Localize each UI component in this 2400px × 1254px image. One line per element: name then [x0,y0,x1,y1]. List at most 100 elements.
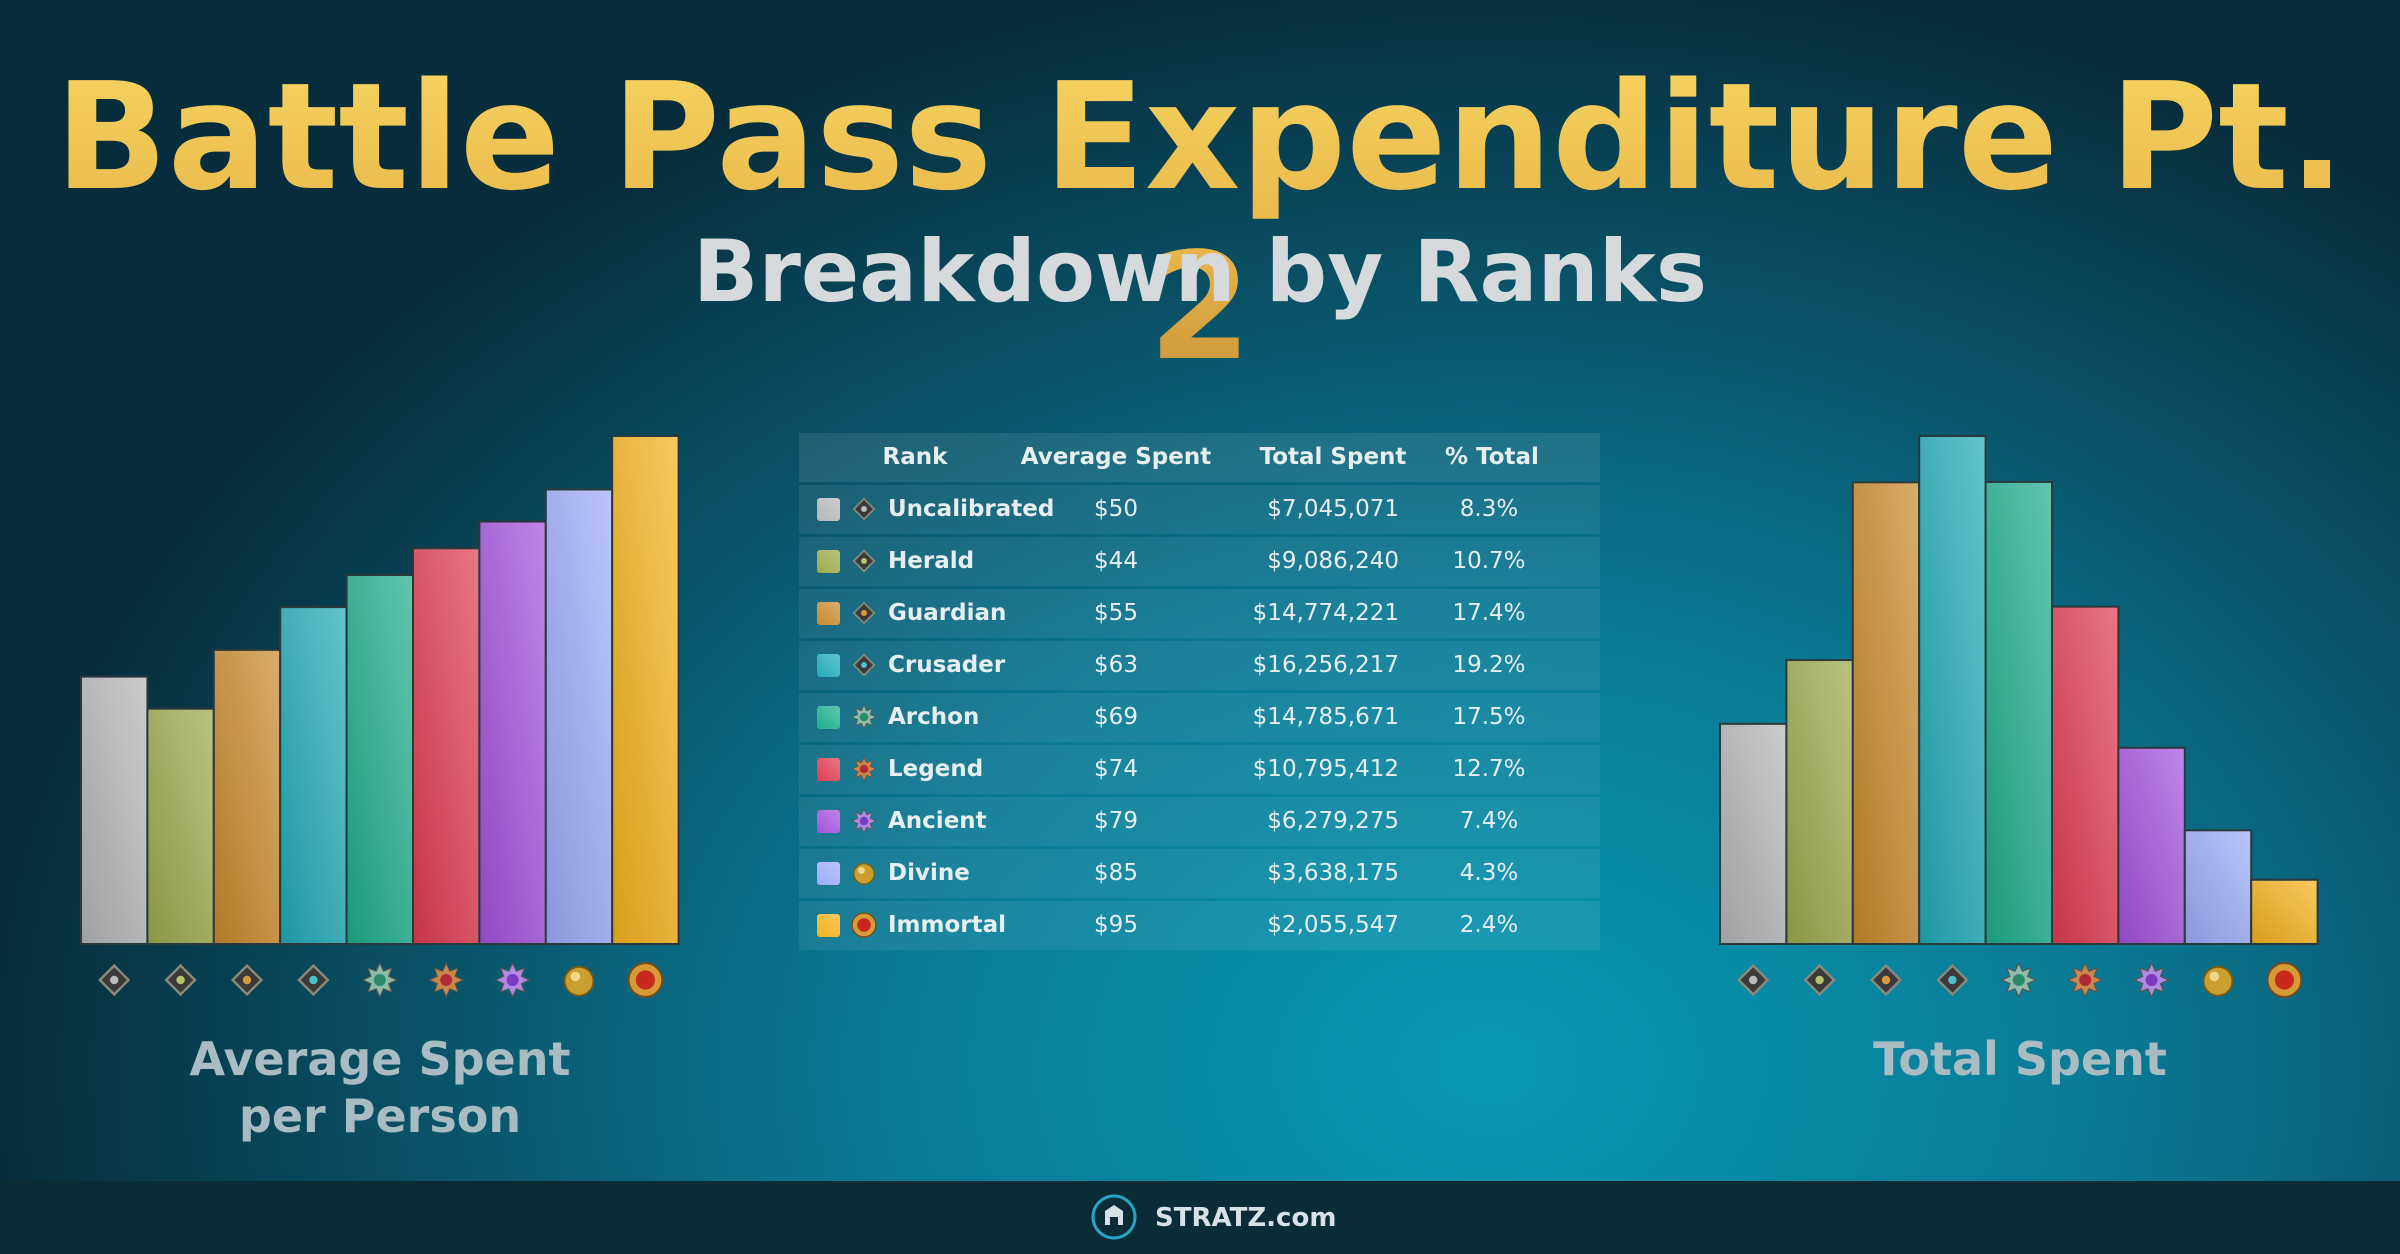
total-spent: $3,638,175 [1267,860,1399,886]
percent-total: 10.7% [1452,548,1526,574]
bar [80,675,149,945]
table-row [799,641,1600,690]
rank-icon [853,863,875,885]
bar [412,547,481,945]
rank-icon [851,704,877,730]
table-row [799,589,1600,638]
bar [1719,722,1788,946]
title: Battle Pass Expenditure Pt. 2 [0,52,2400,392]
rank-icon [1737,963,1770,997]
table-row [799,693,1600,742]
total-spent: $14,774,221 [1252,600,1399,626]
total-spent: $9,086,240 [1267,548,1399,574]
rank-icon [627,962,664,998]
rank-icon [164,963,197,997]
percent-total: 4.3% [1459,860,1519,886]
bar [611,435,680,945]
rank-icon [563,965,595,997]
rank-name: Herald [888,548,975,574]
color-swatch [817,758,840,781]
percent-total: 17.4% [1452,600,1526,626]
average-spent: $95 [1094,912,1138,938]
percent-total: 8.3% [1459,496,1519,522]
total-spent: $14,785,671 [1252,704,1399,730]
rank-icon [2266,962,2303,998]
bar [1851,481,1921,945]
bar [2051,605,2120,945]
rank-icon [1936,963,1969,997]
percent-total: 12.7% [1452,756,1526,782]
rank-name: Divine [888,860,970,886]
color-swatch [817,914,840,937]
color-swatch [817,498,840,521]
rank-icon [2000,961,2038,999]
table-row [799,745,1600,794]
rank-icon-box [851,912,877,938]
rank-name: Guardian [888,600,1007,626]
rank-icon [852,601,876,625]
rank-icon [851,912,877,938]
rank-name: Uncalibrated [888,496,1055,522]
total-spent: $10,795,412 [1252,756,1399,782]
percent-total: 19.2% [1452,652,1526,678]
rank-name: Crusader [888,652,1006,678]
average-spent: $74 [1094,756,1138,782]
bar [1984,480,2053,945]
footer [0,1181,2400,1254]
rank-name: Archon [888,704,980,730]
bar [2250,878,2319,945]
table-row [799,901,1600,950]
average-spent: $63 [1094,652,1138,678]
bar [478,520,547,946]
bar [1785,659,1854,945]
percent-total: 2.4% [1459,912,1519,938]
color-swatch [817,654,840,677]
rank-icon [852,653,876,677]
bar [279,606,348,945]
average-spent: $69 [1094,704,1138,730]
rank-icon [851,756,877,782]
rank-icon [1869,963,1903,997]
table-row [799,797,1600,846]
rank-icon [851,808,877,834]
average-spent: $85 [1094,860,1138,886]
subtitle: Breakdown by Ranks [692,222,1708,322]
average-spent: $55 [1094,600,1138,626]
rank-icon [852,497,876,521]
bar [2183,829,2253,945]
table-header [799,433,1600,482]
column-header: Total Spent [1259,444,1407,470]
rank-icon [1803,963,1836,997]
rank-icon-box [853,863,875,885]
average-spent: $44 [1094,548,1138,574]
rank-icon [2202,965,2234,997]
color-swatch [817,810,840,833]
percent-total: 17.5% [1452,704,1526,730]
chart-title: Average Spent per Person [189,1032,571,1143]
average-spent: $79 [1094,808,1138,834]
bar [345,574,415,945]
chart-title: Total Spent [1873,1032,2167,1086]
rank-icon [427,961,465,999]
average-spent: $50 [1094,496,1138,522]
bar [544,488,614,945]
rank-icon [361,961,399,999]
rank-icon [230,963,264,997]
rank-name: Immortal [888,912,1007,938]
rank-icon [2066,961,2104,999]
table-row [799,849,1600,898]
rank-icon [297,963,330,997]
rank-name: Ancient [888,808,987,834]
footer-text: STRATZ.com [1155,1203,1337,1233]
rank-table: Rank Average Spent Total Spent % Total Uncal… [799,433,1600,953]
color-swatch [817,862,840,885]
table-row [799,485,1600,534]
rank-icon-box [852,549,876,573]
percent-total: 7.4% [1459,808,1519,834]
bar [146,707,215,945]
bar [1918,435,1987,945]
column-header: % Total [1445,444,1539,470]
rank-icon [852,549,876,573]
